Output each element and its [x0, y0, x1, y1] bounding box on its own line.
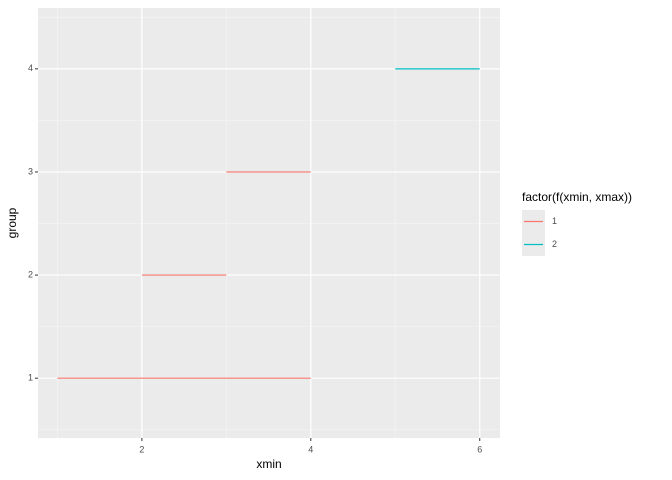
- x-axis-title: xmin: [256, 457, 281, 471]
- y-tick-label: 1: [28, 373, 33, 383]
- legend-label: 1: [552, 216, 557, 226]
- y-tick-label: 3: [28, 166, 33, 176]
- legend-title: factor(f(xmin, xmax)): [522, 190, 632, 204]
- x-tick-label: 4: [308, 444, 313, 454]
- x-tick-label: 2: [139, 444, 144, 454]
- y-tick-label: 4: [28, 63, 33, 73]
- y-tick-label: 2: [28, 269, 33, 279]
- legend-label: 2: [552, 239, 557, 249]
- panel: [38, 8, 500, 438]
- y-axis-title: group: [5, 207, 19, 238]
- x-tick-label: 6: [477, 444, 482, 454]
